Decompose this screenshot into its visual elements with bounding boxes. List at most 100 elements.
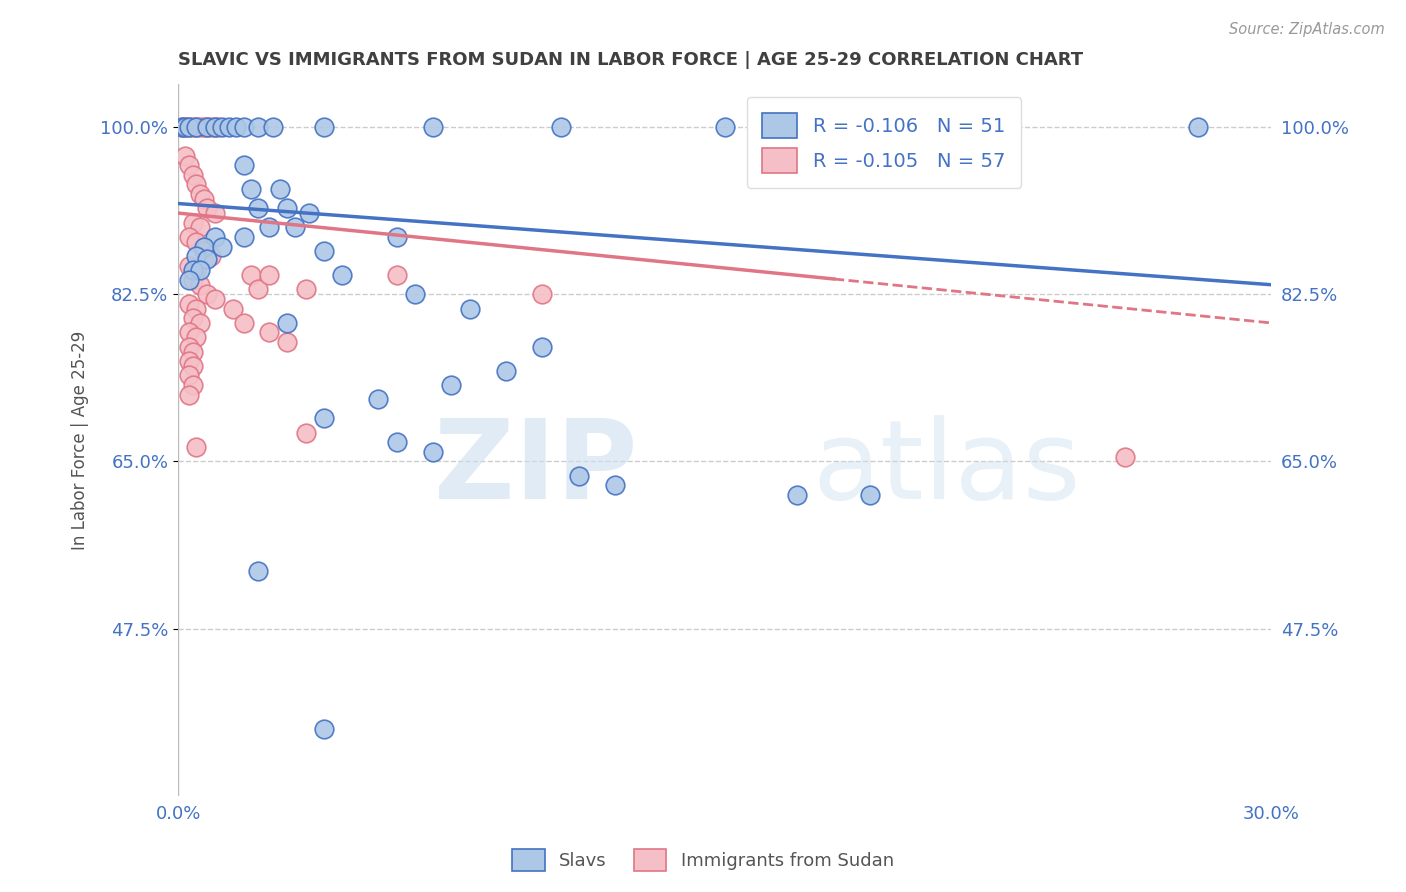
Point (177, 297, 200, 311)
Point (786, 488, 808, 502)
Point (312, 120, 335, 134)
Point (177, 158, 200, 172)
Point (247, 120, 270, 134)
Point (186, 301, 208, 316)
Point (181, 263, 204, 277)
Point (195, 120, 218, 134)
Point (177, 326, 200, 340)
Point (298, 206, 321, 220)
Point (177, 120, 200, 134)
Point (188, 316, 211, 330)
Point (195, 252, 218, 266)
Point (404, 287, 426, 301)
Text: atlas: atlas (813, 415, 1081, 522)
Point (239, 268, 262, 282)
Legend: Slavs, Immigrants from Sudan: Slavs, Immigrants from Sudan (505, 842, 901, 879)
Point (257, 268, 280, 282)
Point (422, 120, 444, 134)
Point (550, 120, 572, 134)
Point (269, 182, 291, 196)
Point (188, 120, 211, 134)
Point (218, 120, 240, 134)
Text: Source: ZipAtlas.com: Source: ZipAtlas.com (1229, 22, 1385, 37)
Point (294, 283, 316, 297)
Point (284, 220, 307, 235)
Point (211, 239, 233, 253)
Point (204, 292, 226, 306)
Point (195, 287, 218, 301)
Point (195, 202, 218, 216)
Point (207, 120, 229, 134)
Point (859, 488, 882, 502)
Point (239, 182, 262, 196)
Point (170, 120, 193, 134)
Point (385, 268, 408, 282)
Point (232, 120, 254, 134)
Point (181, 378, 204, 392)
Point (568, 468, 591, 483)
Text: ZIP: ZIP (434, 415, 637, 522)
Point (1114, 450, 1136, 464)
Point (181, 311, 204, 326)
Point (193, 239, 215, 253)
Point (385, 435, 408, 450)
Point (211, 120, 233, 134)
Point (713, 120, 735, 134)
Point (247, 283, 270, 297)
Point (330, 268, 353, 282)
Point (312, 411, 335, 425)
Point (232, 158, 254, 172)
Point (188, 263, 211, 277)
Point (276, 202, 298, 216)
Point (257, 326, 280, 340)
Point (174, 120, 197, 134)
Point (181, 273, 204, 287)
Point (367, 392, 389, 407)
Point (232, 316, 254, 330)
Point (177, 340, 200, 354)
Point (186, 263, 208, 277)
Point (531, 340, 554, 354)
Point (257, 220, 280, 235)
Point (247, 202, 270, 216)
Point (458, 301, 481, 316)
Point (1187, 120, 1209, 134)
Point (422, 445, 444, 459)
Point (170, 120, 193, 134)
Point (276, 334, 298, 349)
Point (177, 120, 200, 134)
Point (262, 120, 284, 134)
Point (181, 359, 204, 373)
Point (177, 273, 200, 287)
Point (276, 316, 298, 330)
Point (193, 244, 215, 259)
Point (605, 478, 627, 492)
Point (186, 120, 208, 134)
Point (177, 259, 200, 273)
Point (531, 287, 554, 301)
Point (177, 354, 200, 368)
Point (186, 235, 208, 249)
Point (232, 230, 254, 244)
Point (186, 440, 208, 454)
Point (294, 425, 316, 440)
Point (312, 722, 335, 736)
Point (204, 206, 226, 220)
Point (186, 178, 208, 192)
Point (385, 230, 408, 244)
Point (186, 120, 208, 134)
Legend: R = -0.106   N = 51, R = -0.105   N = 57: R = -0.106 N = 51, R = -0.105 N = 57 (747, 97, 1021, 188)
Point (181, 168, 204, 182)
Point (222, 301, 245, 316)
Point (177, 368, 200, 383)
Text: SLAVIC VS IMMIGRANTS FROM SUDAN IN LABOR FORCE | AGE 25-29 CORRELATION CHART: SLAVIC VS IMMIGRANTS FROM SUDAN IN LABOR… (179, 51, 1083, 69)
Point (186, 249, 208, 263)
Point (186, 330, 208, 344)
Point (204, 120, 226, 134)
Point (195, 120, 218, 134)
Point (193, 120, 215, 134)
Point (200, 120, 222, 134)
Point (204, 230, 226, 244)
Point (193, 192, 215, 206)
Point (177, 230, 200, 244)
